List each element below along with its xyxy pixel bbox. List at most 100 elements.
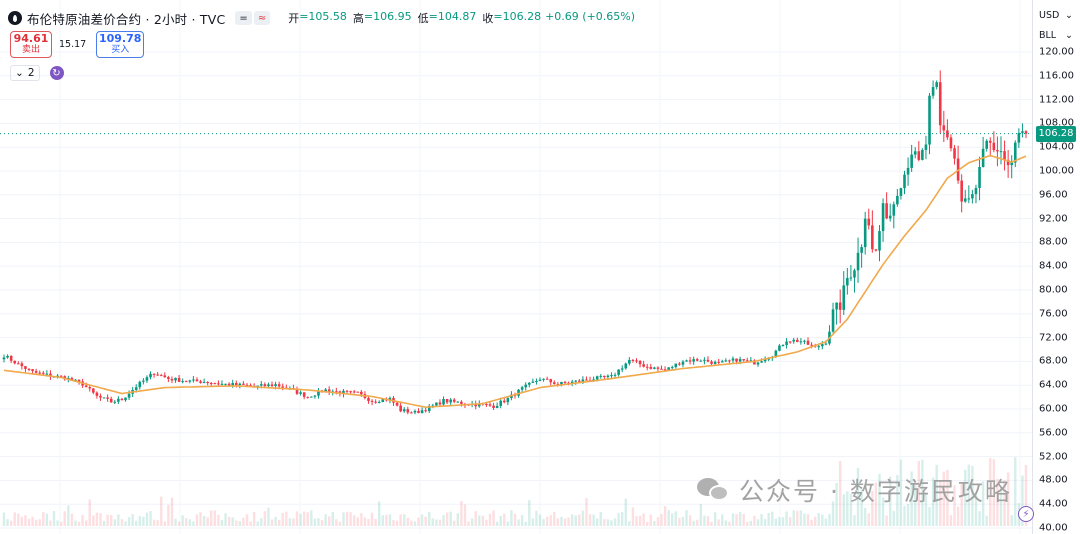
candle-body: [906, 167, 910, 175]
volume-bar: [806, 514, 810, 526]
volume-bar: [156, 520, 159, 526]
candle-body: [27, 368, 31, 370]
open-value: =105.58: [299, 10, 347, 23]
volume-bar: [388, 514, 392, 526]
candle-body: [13, 360, 17, 364]
volume-bar: [267, 507, 270, 526]
candle-body: [424, 410, 427, 412]
oil-drop-icon: [8, 11, 22, 25]
price-tick-label: 40.00: [1039, 522, 1068, 534]
sell-button[interactable]: 94.61 卖出: [10, 31, 52, 58]
candle-body: [938, 82, 942, 126]
buy-button[interactable]: 109.78 买入: [96, 31, 145, 58]
candle-body: [460, 401, 463, 404]
volume-bar: [378, 501, 381, 526]
volume-bar: [185, 518, 188, 526]
price-tick-label: 96.00: [1039, 189, 1068, 201]
volume-bar: [167, 504, 170, 526]
price-axis[interactable]: USD ⌄ BLL ⌄ 120.00 116.00 112.00 108.00 104.00…: [1032, 0, 1080, 534]
volume-bar: [846, 491, 849, 526]
refresh-icon[interactable]: ↻: [49, 66, 64, 80]
volume-bar: [410, 520, 413, 526]
candle-body: [445, 399, 449, 403]
volume-bar: [674, 511, 678, 526]
volume-bar: [395, 520, 399, 526]
volume-bar: [1024, 465, 1028, 526]
volume-bar: [27, 518, 31, 526]
candle-body: [603, 375, 606, 378]
volume-bar: [403, 514, 406, 526]
volume-bar: [52, 510, 56, 526]
volume-bar: [399, 514, 402, 526]
volume-bar: [699, 503, 703, 526]
volume-bar: [120, 519, 124, 526]
price-tick-label: 52.00: [1039, 451, 1068, 463]
symbol-title[interactable]: 布伦特原油差价合约 · 2小时 · TVC: [27, 11, 226, 27]
volume-bar: [803, 513, 806, 526]
lightning-icon[interactable]: ⚡: [1018, 506, 1034, 522]
candle-body: [653, 367, 656, 369]
volume-bar: [224, 513, 227, 526]
candle-body: [717, 361, 720, 363]
volume-bar: [131, 514, 134, 526]
candle-body: [435, 402, 438, 406]
price-tick-label: 104.00: [1039, 141, 1074, 153]
volume-bar: [964, 469, 967, 526]
candle-body: [538, 379, 542, 382]
volume-bar: [663, 506, 667, 526]
candle-body: [174, 377, 177, 381]
volume-bar: [817, 513, 820, 526]
candle-body: [506, 398, 510, 403]
volume-bar: [145, 512, 149, 526]
chevron-down-icon: ⌄: [1065, 10, 1073, 21]
minus-button[interactable]: =: [235, 11, 252, 25]
volume-bar: [152, 519, 156, 526]
candle-body: [806, 340, 810, 345]
currency-select[interactable]: USD ⌄: [1036, 10, 1076, 21]
candle-body: [535, 381, 538, 383]
volume-bar: [649, 514, 652, 526]
candle-body: [195, 379, 199, 382]
price-chart[interactable]: [0, 0, 1032, 534]
unit-select[interactable]: BLL ⌄: [1036, 30, 1076, 41]
candle-body: [274, 384, 277, 386]
candle-body: [785, 341, 788, 345]
candle-body: [846, 277, 849, 286]
candle-body: [224, 383, 227, 385]
volume-bar: [445, 512, 449, 526]
volume-bar: [681, 516, 685, 526]
volume-bar: [70, 513, 74, 526]
volume-bar: [992, 459, 996, 526]
volume-bar: [524, 521, 527, 526]
candle-body: [992, 142, 996, 151]
candle-body: [306, 396, 310, 398]
price-tick-label: 112.00: [1039, 94, 1074, 106]
volume-bar: [113, 519, 116, 526]
volume-bar: [81, 514, 84, 526]
volume-bar: [460, 501, 463, 526]
candle-body: [317, 390, 320, 396]
volume-bar: [617, 512, 620, 526]
candle-body: [402, 409, 406, 412]
indicators-toggle[interactable]: ⌄ 2: [10, 65, 40, 81]
wave-button[interactable]: ≈: [253, 11, 271, 25]
candle-body: [295, 389, 299, 394]
volume-bar: [713, 512, 717, 526]
candle-body: [888, 215, 892, 219]
candle-body: [928, 95, 931, 145]
candle-body: [45, 373, 49, 375]
volume-bar: [56, 520, 59, 526]
candle-body: [159, 375, 163, 377]
volume-bar: [678, 517, 681, 526]
candle-body: [799, 341, 803, 343]
candle-body: [617, 369, 620, 375]
candle-body: [356, 391, 360, 393]
volume-bar: [560, 516, 563, 526]
volume-bar: [746, 521, 749, 526]
candle-body: [667, 367, 670, 371]
volume-bar: [338, 521, 342, 526]
chart-area[interactable]: [0, 0, 1032, 534]
candle-body: [2, 357, 6, 360]
candle-body: [728, 360, 731, 362]
candle-body: [227, 383, 231, 386]
